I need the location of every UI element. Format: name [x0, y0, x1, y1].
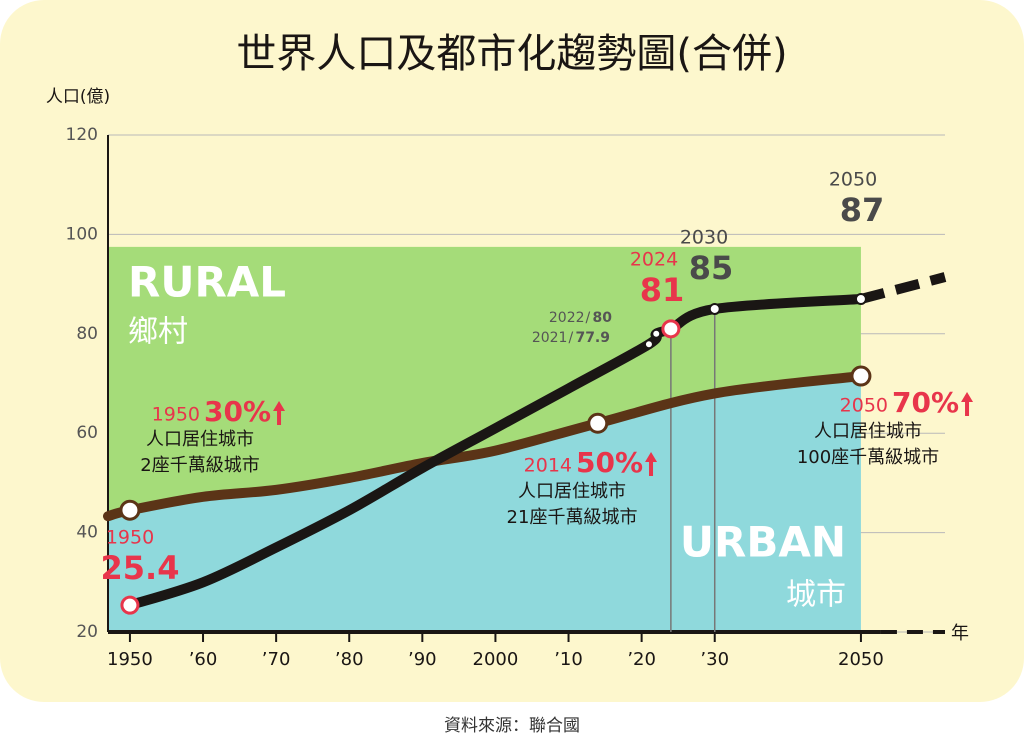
population-year: 2050: [829, 169, 877, 191]
population-year: 1950: [106, 527, 154, 549]
urban-percent: 70%: [892, 386, 959, 419]
urban-marker: [587, 412, 609, 434]
urban-marker: [850, 365, 872, 387]
chart-title: 世界人口及都市化趨勢圖(合併): [236, 31, 787, 77]
population-line-extension: [859, 272, 947, 304]
population-value: 25.4: [101, 549, 180, 587]
population-marker: [708, 302, 721, 315]
x-tick-label: ’70: [262, 649, 291, 670]
urban-year: 2050: [840, 395, 888, 417]
population-marker: [854, 293, 867, 306]
rural-label: RURAL: [128, 258, 286, 307]
x-tick-label: ’60: [189, 649, 218, 670]
population-slash: /: [586, 310, 591, 326]
urban-year: 2014: [524, 455, 572, 477]
y-tick-label: 100: [66, 224, 98, 244]
x-tick-label: 1950: [107, 649, 153, 670]
y-tick-label: 120: [66, 125, 98, 145]
population-year: 2022: [549, 310, 585, 326]
source: 資料來源：聯合國: [444, 716, 580, 736]
population-year: 2021: [532, 330, 568, 346]
population-year: 2024: [630, 249, 678, 271]
population-marker: [661, 319, 681, 339]
x-tick-label: ’80: [335, 649, 364, 670]
urban-year: 1950: [152, 404, 200, 426]
y-axis-label: 人口(億): [46, 87, 110, 107]
urban-marker: [119, 499, 141, 521]
population-marker: [651, 328, 662, 339]
x-tick-label: 2000: [473, 649, 519, 670]
up-arrow: [273, 401, 286, 425]
x-tick-label: ’30: [700, 649, 729, 670]
y-tick-label: 20: [76, 622, 98, 642]
population-value: 77.9: [575, 330, 610, 346]
population-line: [124, 294, 866, 611]
population-year: 2030: [680, 227, 728, 249]
up-arrow: [961, 392, 974, 416]
urban-note: 100座千萬級城市: [797, 447, 939, 468]
urban-label: URBAN: [680, 518, 846, 567]
urban-percent: 50%: [576, 446, 643, 479]
x-axis-label: 年: [951, 623, 969, 644]
urban-note: 21座千萬級城市: [507, 507, 638, 528]
urban-note: 人口居住城市: [518, 481, 626, 502]
urban-note: 人口居住城市: [814, 421, 922, 442]
x-tick-label: 2050: [838, 649, 884, 670]
population-value: 81: [640, 271, 685, 309]
urban-percent: 30%: [204, 395, 271, 428]
x-tick-label: ’90: [408, 649, 437, 670]
population-value: 80: [593, 310, 613, 326]
y-tick-label: 80: [76, 324, 98, 344]
population-marker: [643, 339, 654, 350]
population-slash: /: [568, 330, 573, 346]
urban-area: [108, 376, 861, 632]
rural-area: [108, 246, 861, 517]
urban-note: 人口居住城市: [146, 429, 254, 450]
up-arrow: [645, 452, 658, 476]
x-tick-label: ’20: [627, 649, 656, 670]
population-value: 85: [689, 249, 734, 287]
rural-sublabel: 鄉村: [128, 315, 188, 350]
y-tick-label: 40: [76, 523, 98, 543]
urban-note: 2座千萬級城市: [140, 455, 259, 476]
population-value: 87: [840, 191, 885, 229]
population-marker: [120, 595, 140, 615]
y-tick-label: 60: [76, 423, 98, 443]
x-tick-label: ’10: [554, 649, 583, 670]
urban-sublabel: 城市: [786, 578, 846, 613]
